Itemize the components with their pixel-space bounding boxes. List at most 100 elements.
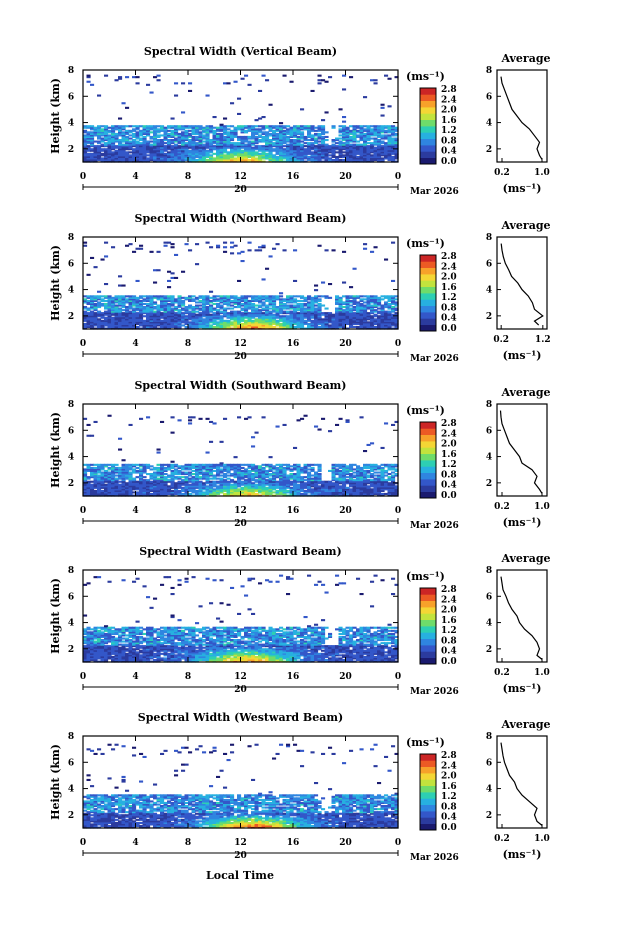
heatmap-cell	[139, 155, 144, 158]
heatmap-cell	[265, 137, 270, 140]
heatmap-cell	[349, 145, 354, 148]
heatmap-cell	[349, 148, 354, 151]
heatmap-cell	[153, 295, 158, 298]
heatmap-cell	[226, 140, 231, 143]
heatmap-cell	[247, 473, 252, 476]
heatmap-cell	[240, 146, 245, 149]
heatmap-cell	[272, 247, 277, 250]
heatmap-cell	[209, 299, 214, 302]
heatmap-cell	[293, 485, 298, 488]
heatmap-cell	[139, 321, 144, 324]
heatmap-cell	[240, 489, 245, 492]
heatmap-cell	[394, 149, 399, 152]
heatmap-cell	[307, 304, 312, 307]
heatmap-cell	[83, 142, 88, 145]
heatmap-cell	[384, 316, 389, 319]
heatmap-cell	[240, 158, 245, 161]
heatmap-cell	[97, 480, 102, 483]
heatmap-cell	[289, 143, 294, 146]
heatmap-cell	[142, 142, 147, 145]
heatmap-cell	[83, 307, 88, 310]
heatmap-cell	[125, 140, 130, 143]
heatmap-cell	[342, 128, 347, 131]
heatmap-cell	[244, 309, 249, 312]
heatmap-cell	[174, 465, 179, 468]
heatmap-cell	[331, 318, 336, 321]
heatmap-cell	[230, 316, 235, 319]
heatmap-cell	[146, 143, 151, 146]
heatmap-cell	[104, 295, 109, 298]
heatmap-cell	[216, 126, 221, 129]
heatmap-cell	[114, 137, 119, 140]
heatmap-cell	[135, 488, 140, 491]
heatmap-cell	[223, 139, 228, 142]
heatmap-cell	[170, 466, 175, 469]
heatmap-cell	[163, 302, 168, 305]
heatmap-cell	[349, 139, 354, 142]
heatmap-cell	[275, 149, 280, 152]
heatmap-cell	[247, 155, 252, 158]
heatmap-cell	[230, 483, 235, 486]
heatmap-cell	[202, 149, 207, 152]
heatmap-cell	[328, 158, 333, 161]
heatmap-cell	[111, 471, 116, 474]
heatmap-cell	[300, 319, 305, 322]
heatmap-cell	[163, 129, 168, 132]
heatmap-cell	[279, 122, 284, 125]
heatmap-cell	[265, 324, 270, 327]
heatmap-cell	[268, 468, 273, 471]
heatmap-cell	[352, 128, 357, 131]
heatmap-cell	[349, 143, 354, 146]
heatmap-cell	[387, 299, 392, 302]
heatmap-cell	[345, 157, 350, 160]
heatmap-cell	[237, 157, 242, 160]
heatmap-cell	[268, 322, 273, 325]
heatmap-cell	[209, 158, 214, 161]
heatmap-cell	[135, 126, 140, 129]
heatmap-cell	[86, 74, 91, 77]
heatmap-cell	[233, 142, 238, 145]
heatmap-cell	[247, 126, 252, 129]
heatmap-cell	[268, 296, 273, 299]
heatmap-cell	[146, 146, 151, 149]
heatmap-cell	[188, 321, 193, 324]
heatmap-cell	[331, 149, 336, 152]
heatmap-cell	[104, 480, 109, 483]
heatmap-cell	[338, 152, 343, 155]
heatmap-cell	[321, 313, 326, 316]
heatmap-cell	[303, 315, 308, 318]
heatmap-cell	[114, 480, 119, 483]
heatmap-cell	[363, 146, 368, 149]
heatmap-cell	[118, 284, 123, 287]
heatmap-cell	[83, 488, 88, 491]
heatmap-cell	[387, 149, 392, 152]
heatmap-cell	[111, 463, 116, 466]
heatmap-cell	[240, 77, 245, 80]
heatmap-cell	[363, 312, 368, 315]
heatmap-cell	[209, 309, 214, 312]
heatmap-cell	[184, 296, 189, 299]
heatmap-cell	[149, 149, 154, 152]
heatmap-cell	[177, 477, 182, 480]
heatmap-cell	[391, 152, 396, 155]
heatmap-cell	[380, 135, 385, 138]
heatmap-cell	[111, 322, 116, 325]
heatmap-cell	[268, 325, 273, 328]
heatmap-cell	[335, 302, 340, 305]
heatmap-cell	[205, 468, 210, 471]
heatmap-cell	[219, 157, 224, 160]
heatmap-cell	[307, 312, 312, 315]
heatmap-cell	[261, 146, 266, 149]
heatmap-cell	[156, 471, 161, 474]
heatmap-cell	[345, 319, 350, 322]
heatmap-cell	[391, 139, 396, 142]
heatmap-cell	[160, 158, 165, 161]
heatmap-cell	[230, 148, 235, 151]
heatmap-cell	[387, 302, 392, 305]
heatmap-cell	[272, 149, 277, 152]
heatmap-cell	[195, 492, 200, 495]
heatmap-cell	[219, 129, 224, 132]
heatmap-cell	[83, 157, 88, 160]
heatmap-cell	[160, 485, 165, 488]
heatmap-cell	[114, 304, 119, 307]
